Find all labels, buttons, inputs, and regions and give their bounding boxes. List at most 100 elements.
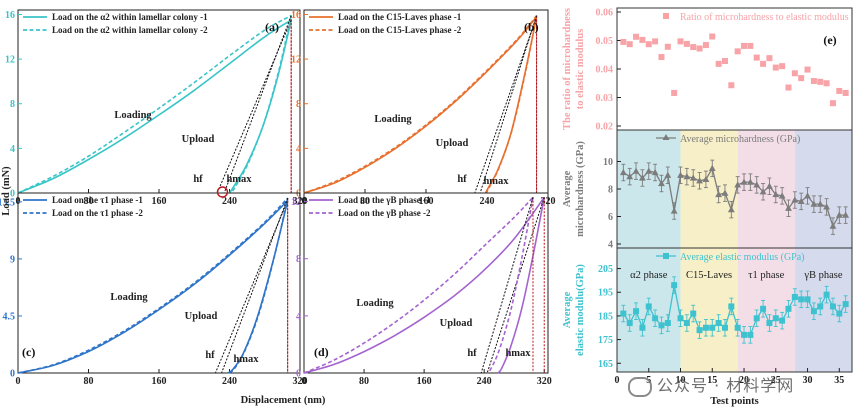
data-point — [715, 190, 723, 198]
y-tick-label: 4 — [10, 144, 15, 155]
data-point — [639, 36, 646, 43]
x-tick-label: 25 — [771, 375, 781, 386]
y-tick-label: 175 — [598, 335, 613, 346]
y-tick-label: 8 — [296, 254, 301, 265]
legend-label: Load on the τ1 phase -2 — [52, 208, 143, 218]
data-point — [652, 315, 659, 322]
series-loading-curve — [17, 14, 292, 194]
data-point — [772, 64, 779, 71]
y-tick-label: 4.5 — [3, 311, 16, 322]
data-point — [836, 310, 843, 317]
y-axis-label-e: Average — [562, 291, 573, 328]
data-point — [766, 320, 773, 327]
x-tick-label: 320 — [537, 376, 552, 387]
y-tick-label: 0.03 — [596, 93, 614, 104]
data-point — [728, 82, 735, 89]
data-point — [785, 305, 792, 312]
y-tick-label: 0.04 — [596, 65, 614, 76]
annotation-loading: Loading — [114, 110, 152, 121]
tangent-line — [221, 197, 289, 374]
x-tick-label: 0 — [615, 375, 620, 386]
data-point — [804, 66, 811, 73]
x-tick-label: 0 — [302, 376, 307, 387]
data-point — [740, 178, 748, 185]
legend-label: Average microhardness (GPa) — [680, 134, 800, 145]
phase-label: τ1 phase — [748, 270, 784, 281]
y-tick-label: 0 — [296, 369, 301, 380]
y-tick-label: 16 — [291, 10, 301, 21]
series-loading-curve — [303, 196, 545, 374]
subplot-frame — [616, 247, 853, 373]
panel-label: (a) — [265, 20, 279, 34]
data-point — [683, 173, 691, 180]
data-point — [626, 320, 633, 327]
annotation-loading: Loading — [110, 292, 148, 303]
data-point — [842, 211, 850, 218]
data-point — [785, 204, 792, 211]
data-point — [829, 222, 837, 229]
data-point — [759, 188, 767, 195]
x-axis-label-e: Test points — [710, 396, 758, 407]
data-point — [633, 308, 640, 315]
annotation-hf: hf — [193, 174, 203, 185]
legend-marker — [663, 253, 669, 259]
data-point — [746, 178, 754, 185]
data-point — [702, 324, 709, 331]
legend-marker — [663, 13, 669, 19]
data-point — [760, 60, 767, 67]
data-point — [817, 78, 824, 85]
y-tick-label: 12 — [291, 55, 301, 66]
data-point — [696, 327, 703, 334]
x-tick-label: 20 — [739, 375, 749, 386]
data-point — [664, 43, 671, 50]
tangent-line — [480, 197, 534, 374]
y-tick-label: 8 — [10, 99, 15, 110]
data-point — [626, 41, 633, 48]
data-point — [645, 167, 653, 174]
legend-label: Average elastic modulus (GPa) — [680, 252, 805, 263]
data-point — [721, 189, 729, 196]
series-unloading-curve — [497, 197, 545, 374]
data-point — [779, 317, 786, 324]
data-point — [772, 315, 779, 322]
legend-label: Ratio of microhardness to elastic modulu… — [680, 12, 849, 23]
panel-label: (b) — [524, 20, 539, 34]
data-point — [671, 89, 678, 96]
data-point — [690, 310, 697, 317]
y-tick-label: 4 — [296, 311, 301, 322]
y-tick-label: 12 — [5, 55, 15, 66]
panel-frame — [17, 192, 301, 374]
phase-label: γB phase — [803, 270, 843, 281]
data-point — [708, 164, 716, 171]
data-point — [734, 181, 742, 188]
data-point — [702, 42, 709, 49]
data-point — [829, 100, 836, 107]
legend-label: Load on the α2 within lamellar colony -1 — [52, 12, 208, 22]
data-point — [702, 175, 710, 182]
data-point — [804, 192, 811, 199]
legend-label: Load on the C15-Laves phase -2 — [338, 25, 462, 35]
data-point — [791, 196, 799, 203]
panel-frame — [303, 9, 549, 194]
phase-band — [680, 130, 738, 372]
y-tick-label: 9 — [10, 254, 15, 265]
y-axis-label-e: microhardness (GPa) — [575, 141, 586, 237]
series-loading-curve — [17, 200, 289, 374]
x-tick-label: 160 — [417, 376, 432, 387]
data-point — [715, 320, 722, 327]
data-point — [696, 177, 703, 184]
data-point — [715, 60, 722, 67]
annotation-hf: hf — [205, 350, 215, 361]
annotation-hmax: hmax — [505, 348, 531, 359]
y-axis-label-e: elastic modulu(GPa) — [575, 264, 586, 356]
tangent-line — [214, 200, 289, 374]
data-point — [823, 80, 830, 87]
series-unloading-curve — [228, 19, 292, 194]
y-tick-label: 8 — [296, 99, 301, 110]
data-point — [632, 167, 640, 174]
y-tick-label: 0 — [10, 369, 15, 380]
